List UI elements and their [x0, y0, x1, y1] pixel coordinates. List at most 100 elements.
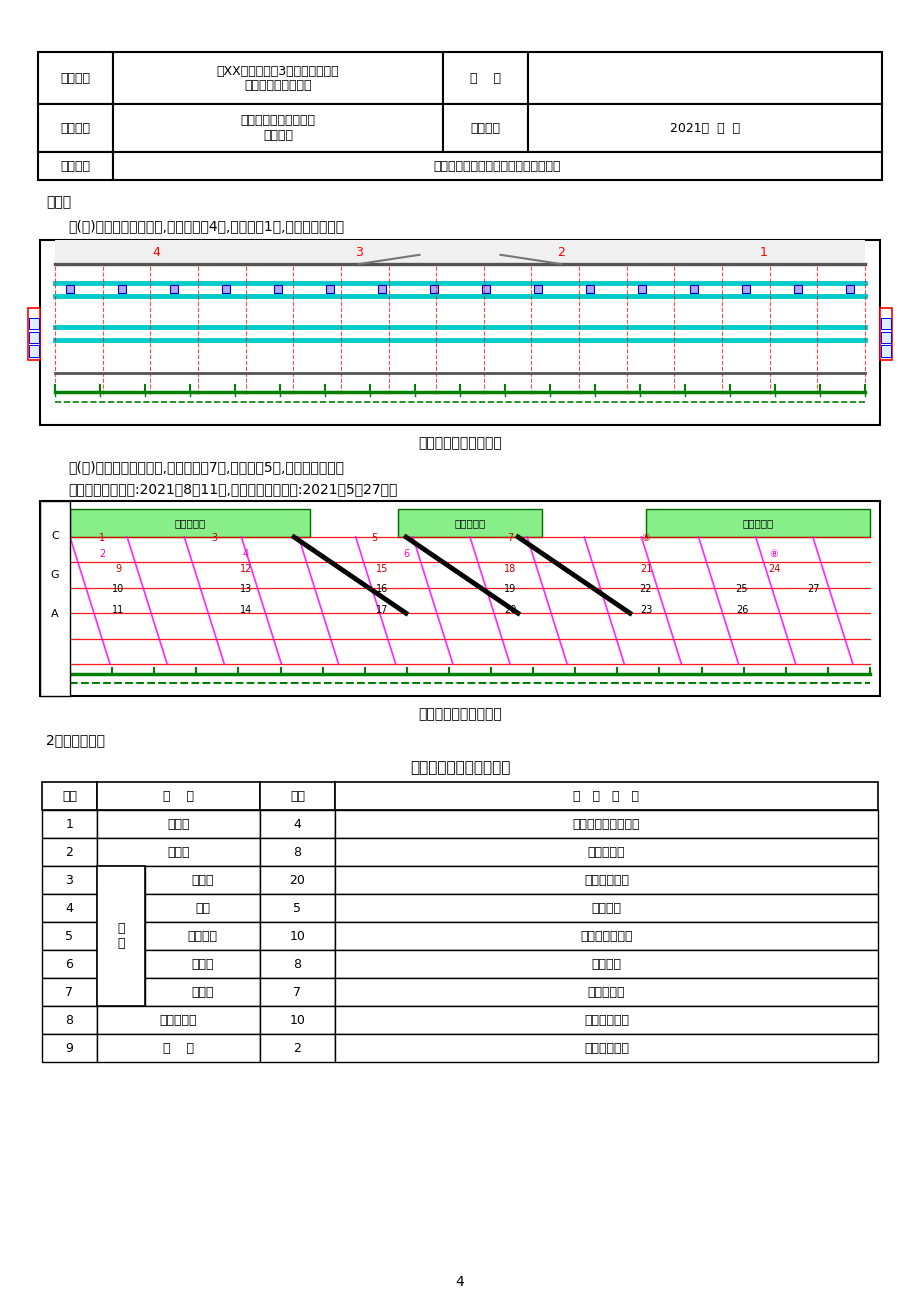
Bar — [118, 285, 126, 293]
Bar — [260, 810, 335, 838]
Bar — [482, 285, 490, 293]
Bar — [335, 810, 877, 838]
Bar — [145, 950, 260, 978]
Text: 1: 1 — [65, 818, 74, 831]
Bar — [398, 509, 541, 536]
Text: 钢筋工: 钢筋工 — [191, 874, 213, 887]
Text: 三号预留孔: 三号预留孔 — [742, 518, 773, 529]
Bar — [40, 501, 879, 697]
Bar — [96, 922, 145, 950]
Bar — [42, 950, 96, 978]
Text: 21: 21 — [639, 564, 652, 574]
Text: 顶(盖)板以上土方开挖时,纵向划分为4段,竖向分为1层,直至开挖完毕。: 顶(盖)板以上土方开挖时,纵向划分为4段,竖向分为1层,直至开挖完毕。 — [68, 219, 344, 233]
Bar — [443, 104, 528, 152]
Bar — [260, 978, 335, 1006]
Text: （一级）: （一级） — [263, 129, 292, 142]
Text: 土方队: 土方队 — [167, 845, 189, 858]
Bar — [689, 285, 698, 293]
Text: 盖板下土方开挖剖面图: 盖板下土方开挖剖面图 — [417, 707, 502, 721]
Bar — [42, 838, 96, 866]
Text: 5: 5 — [65, 930, 74, 943]
Bar — [528, 52, 881, 104]
Text: 10: 10 — [289, 1013, 305, 1026]
Text: 16: 16 — [376, 583, 388, 594]
Bar — [145, 894, 260, 922]
Text: 7: 7 — [65, 986, 74, 999]
Text: 24: 24 — [767, 564, 779, 574]
Text: 编    号: 编 号 — [470, 72, 501, 85]
Text: 4: 4 — [293, 818, 301, 831]
Text: 降水队: 降水队 — [167, 818, 189, 831]
Bar — [55, 240, 864, 262]
Bar — [96, 950, 145, 978]
Bar — [70, 509, 310, 536]
Bar — [443, 52, 528, 104]
Bar — [260, 783, 335, 810]
Text: 模板工: 模板工 — [191, 957, 213, 970]
Bar — [96, 978, 145, 1006]
Bar — [29, 332, 39, 342]
Text: 27: 27 — [807, 583, 820, 594]
Bar — [879, 309, 891, 361]
Text: 混凝土工: 混凝土工 — [187, 930, 217, 943]
Text: A: A — [51, 609, 59, 618]
Bar — [260, 894, 335, 922]
Bar — [29, 345, 39, 357]
Text: 模板安拆: 模板安拆 — [591, 957, 621, 970]
Text: 19: 19 — [504, 583, 516, 594]
Text: 焊工: 焊工 — [195, 901, 210, 914]
Text: 7: 7 — [293, 986, 301, 999]
Text: 2: 2 — [293, 1042, 301, 1055]
Text: 20: 20 — [504, 605, 516, 616]
Text: 外包防水施工: 外包防水施工 — [584, 1013, 629, 1026]
Bar — [42, 810, 96, 838]
Bar — [335, 894, 877, 922]
Bar — [42, 783, 96, 810]
Text: 25: 25 — [735, 583, 747, 594]
Bar — [335, 978, 877, 1006]
Text: 1: 1 — [99, 533, 105, 543]
Text: 顶(盖)板以下土方开挖时,纵向划分为7段,竖向分为5层,直至开挖完毕。: 顶(盖)板以下土方开挖时,纵向划分为7段,竖向分为5层,直至开挖完毕。 — [68, 460, 344, 474]
Bar — [40, 501, 70, 697]
Bar — [533, 285, 541, 293]
Bar — [145, 922, 260, 950]
Text: 主体混凝土浇筑: 主体混凝土浇筑 — [580, 930, 632, 943]
Bar — [28, 309, 40, 361]
Text: 电器设备维修: 电器设备维修 — [584, 1042, 629, 1055]
Bar — [42, 866, 96, 894]
Bar — [38, 104, 113, 152]
Text: 4: 4 — [455, 1275, 464, 1289]
Bar — [145, 866, 260, 894]
Bar — [113, 104, 443, 152]
Text: 土方开挖等: 土方开挖等 — [587, 845, 625, 858]
Bar — [40, 240, 879, 424]
Text: 交底日期: 交底日期 — [470, 121, 500, 134]
Bar — [335, 1006, 877, 1034]
Text: 脚手架安拆: 脚手架安拆 — [587, 986, 625, 999]
Bar — [880, 318, 890, 329]
Bar — [42, 894, 96, 922]
Text: 9: 9 — [115, 564, 121, 574]
Text: 4: 4 — [153, 246, 160, 259]
Text: 目前阶段劳动力配置计划: 目前阶段劳动力配置计划 — [409, 760, 510, 776]
Text: 降水井施工及维护等: 降水井施工及维护等 — [573, 818, 640, 831]
Text: 3: 3 — [65, 874, 74, 887]
Bar — [38, 52, 113, 104]
Text: 2021年  月  日: 2021年 月 日 — [669, 121, 739, 134]
Bar — [96, 810, 260, 838]
Bar — [96, 1006, 260, 1034]
Text: 盖板上土方开挖剖面图: 盖板上土方开挖剖面图 — [417, 436, 502, 450]
Text: 2: 2 — [98, 548, 105, 559]
Text: 交底项目: 交底项目 — [61, 121, 90, 134]
Bar — [335, 950, 877, 978]
Text: 钢筋加工绑扎: 钢筋加工绑扎 — [584, 874, 629, 887]
Text: 工程名称: 工程名称 — [61, 72, 90, 85]
Bar — [96, 894, 145, 922]
Text: 人数: 人数 — [289, 789, 305, 802]
Text: 6: 6 — [65, 957, 74, 970]
Text: 4: 4 — [243, 548, 249, 559]
Bar — [325, 285, 334, 293]
Bar — [96, 1034, 260, 1062]
Text: C: C — [51, 531, 59, 542]
Text: 结
构: 结 构 — [117, 922, 125, 950]
